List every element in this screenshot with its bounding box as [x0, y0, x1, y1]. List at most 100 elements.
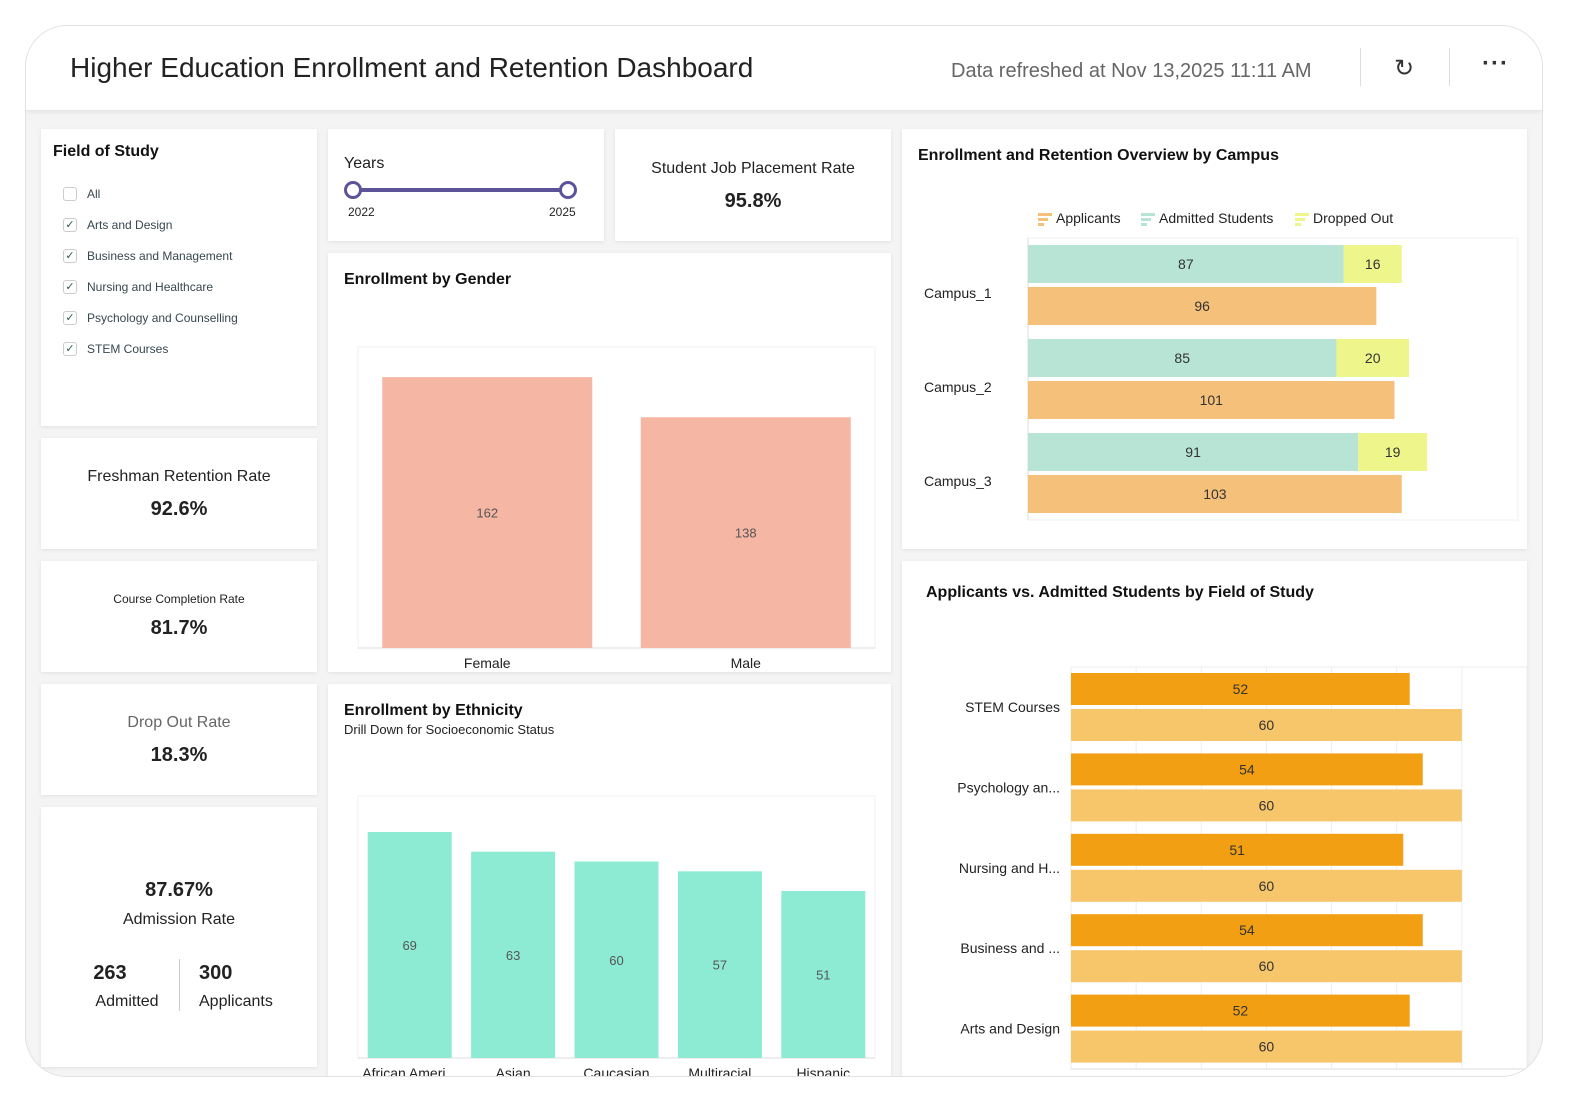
more-icon[interactable]: ···: [1482, 50, 1509, 77]
data-label: 87: [1178, 256, 1194, 272]
chart-title: Enrollment by Ethnicity: [344, 702, 523, 719]
data-label: 54: [1239, 922, 1255, 938]
filter-option-label: Psychology and Counselling: [87, 311, 238, 325]
bar: [1071, 789, 1462, 822]
y-tick-label: Campus_1: [924, 285, 992, 301]
kpi-value: 81.7%: [150, 617, 208, 639]
data-label: 52: [1233, 1003, 1249, 1019]
bar: [1071, 950, 1462, 983]
data-label: 63: [506, 948, 520, 963]
y-tick-label: Campus_2: [924, 379, 992, 395]
bar: [1028, 433, 1359, 471]
ethnicity-chart: 69 African Ameri... 63 Asian 60 Caucasian 57 Mu…: [357, 795, 876, 1077]
data-label: 162: [476, 506, 498, 521]
field-chart: STEM Courses 52 60 Psychology an... 54 60 Nurs…: [957, 666, 1527, 1070]
checkbox[interactable]: ✓: [63, 249, 77, 263]
kpi-label: Course Completion Rate: [113, 592, 245, 606]
filter-option-label: Arts and Design: [87, 218, 173, 232]
bar: [1071, 994, 1410, 1027]
bar: [1071, 869, 1462, 902]
bar: [382, 377, 593, 648]
filter-option[interactable]: All: [63, 187, 100, 201]
bar: [640, 417, 851, 648]
years-max-label: 2025: [549, 205, 576, 219]
filter-option[interactable]: ✓ Arts and Design: [63, 218, 172, 232]
bar: [1028, 287, 1377, 325]
years-title: Years: [344, 155, 385, 172]
kpi-value: 95.8%: [724, 190, 782, 212]
data-label: 52: [1233, 681, 1249, 697]
legend-icon: [1141, 218, 1151, 221]
divider: [1449, 48, 1450, 86]
ethnicity-chart-card: Enrollment by Ethnicity Drill Down for S…: [328, 684, 891, 1077]
y-tick-label: Nursing and H...: [959, 860, 1060, 876]
bar: [1336, 339, 1409, 377]
y-tick-label: Psychology an...: [957, 779, 1060, 795]
admitted-label: Admitted: [95, 993, 159, 1010]
data-label: 60: [1259, 878, 1275, 894]
bar: [1071, 753, 1423, 786]
data-label: 101: [1200, 392, 1224, 408]
campus-chart: Applicants Admitted Students Dropped Out Ca…: [924, 210, 1519, 521]
kpi-label: Student Job Placement Rate: [651, 160, 855, 177]
legend-label: Dropped Out: [1313, 210, 1393, 226]
y-tick-label: Arts and Design: [960, 1021, 1060, 1037]
admission-rate-label: Admission Rate: [122, 911, 236, 928]
admission-kpi: 87.67% Admission Rate 263 Admitted 300 A…: [41, 807, 317, 1067]
data-label: 51: [1229, 842, 1245, 858]
applicants-label: Applicants: [199, 993, 273, 1010]
legend-label: Admitted Students: [1159, 210, 1273, 226]
years-slider-track[interactable]: [353, 188, 567, 192]
y-tick-label: Business and ...: [960, 940, 1060, 956]
legend-label: Applicants: [1056, 210, 1121, 226]
legend-icon: [1295, 218, 1305, 221]
data-label: 60: [1259, 1039, 1275, 1055]
filter-option[interactable]: ✓ Psychology and Counselling: [63, 311, 238, 325]
refresh-timestamp: Data refreshed at Nov 13,2025 11:11 AM: [951, 60, 1312, 82]
checkbox[interactable]: ✓: [63, 342, 77, 356]
filter-option[interactable]: ✓ Business and Management: [63, 249, 232, 263]
checkbox[interactable]: [63, 187, 77, 201]
filter-option[interactable]: ✓ STEM Courses: [63, 342, 168, 356]
y-tick-label: STEM Courses: [965, 699, 1060, 715]
field-chart-card: Applicants vs. Admitted Students by Fiel…: [902, 561, 1527, 1076]
x-tick-label: Female: [464, 655, 511, 671]
bar: [1028, 475, 1402, 513]
slider-handle-max[interactable]: [559, 181, 577, 199]
admission-rate-value: 87.67%: [145, 879, 213, 901]
x-tick-label: Multiracial: [688, 1065, 751, 1077]
checkbox[interactable]: ✓: [63, 218, 77, 232]
bar: [1071, 833, 1404, 866]
data-label: 19: [1385, 444, 1401, 460]
legend-icon: [1038, 218, 1048, 221]
dropout-kpi: Drop Out Rate 18.3%: [41, 684, 317, 795]
legend-icon: [1141, 213, 1155, 216]
chart-title: Applicants vs. Admitted Students by Fiel…: [926, 584, 1314, 601]
chart-title: Enrollment by Gender: [344, 271, 512, 288]
x-tick-label: Caucasian: [583, 1065, 649, 1077]
x-tick-label: Hispanic: [796, 1065, 850, 1077]
slider-handle-min[interactable]: [344, 181, 362, 199]
job-placement-kpi: Student Job Placement Rate 95.8%: [615, 129, 891, 241]
page-title: Higher Education Enrollment and Retentio…: [70, 52, 754, 83]
bar: [1071, 673, 1410, 705]
legend-icon: [1295, 223, 1301, 226]
bar: [1358, 433, 1428, 471]
chart-title: Enrollment and Retention Overview by Cam…: [918, 147, 1279, 164]
y-tick-label: Campus_3: [924, 473, 992, 489]
filter-option[interactable]: ✓ Nursing and Healthcare: [63, 280, 213, 294]
data-label: 20: [1365, 350, 1381, 366]
refresh-icon[interactable]: ↻: [1394, 55, 1415, 82]
checkbox[interactable]: ✓: [63, 280, 77, 294]
data-label: 60: [1259, 958, 1275, 974]
x-tick-label: Asian: [496, 1065, 531, 1077]
data-label: 85: [1174, 350, 1190, 366]
bar: [1028, 339, 1337, 377]
data-label: 60: [609, 953, 623, 968]
data-label: 51: [816, 967, 830, 982]
x-tick-label: Male: [731, 655, 762, 671]
gender-chart-card: Enrollment by Gender 162 Female 138 Male: [328, 253, 891, 672]
chart-subtitle: Drill Down for Socioeconomic Status: [344, 722, 555, 737]
checkbox[interactable]: ✓: [63, 311, 77, 325]
gender-chart: 162 Female 138 Male: [357, 346, 876, 671]
